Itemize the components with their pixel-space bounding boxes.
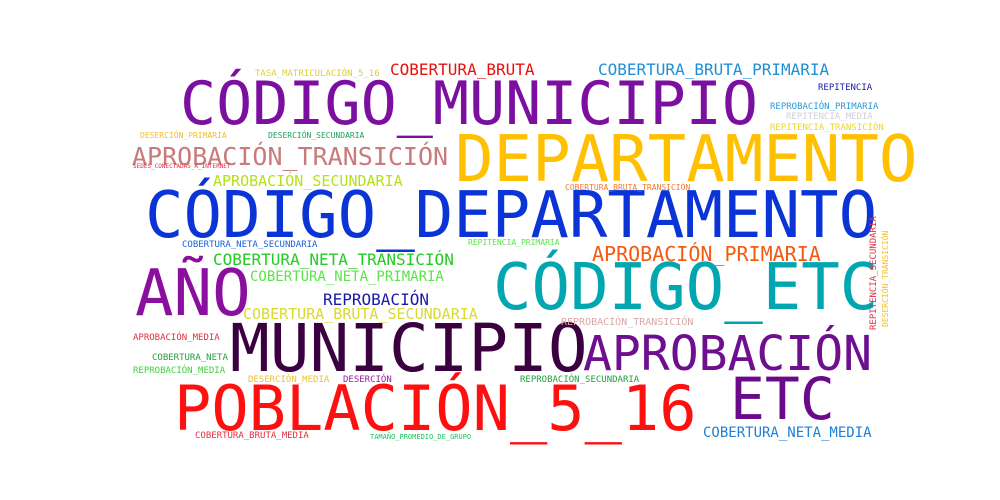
word-cobertura-neta-transicion: COBERTURA_NETA_TRANSICIÓN [213,250,454,269]
word-codigo-municipio: CÓDIGO_MUNICIPIO [180,69,758,139]
word-reprobacion-primaria: REPROBACIÓN_PRIMARIA [770,102,879,112]
word-cobertura-bruta-secundaria: COBERTURA_BRUTA_SECUNDARIA [243,305,478,323]
word-aprobacion-primaria: APROBACIÓN_PRIMARIA [592,242,821,266]
word-cobertura-neta-secundaria: COBERTURA_NETA_SECUNDARIA [182,240,318,250]
word-cobertura-bruta: COBERTURA_BRUTA [390,60,535,79]
word-reprobacion-secundaria: REPROBACIÓN_SECUNDARIA [520,375,640,385]
word-etc: ETC [730,365,835,433]
word-tamano-promedio: TAMAÑO_PROMEDIO_DE_GRUPO [370,433,472,441]
word-reprobacion-transicion: REPROBACIÓN_TRANSICIÓN [561,317,694,328]
word-aprobacion: APROBACIÓN [583,326,872,382]
word-codigo-etc: CÓDIGO_ETC [493,251,879,325]
word-aprobacion-media: APROBACIÓN_MEDIA [133,333,220,343]
word-repitencia: REPITENCIA [818,83,873,93]
word-desercion-media: DESERCIÓN_MEDIA [248,375,330,385]
word-repitencia-primaria: REPITENCIA_PRIMARIA [468,238,560,247]
word-repitencia-secundaria: REPITENCIA_SECUNDARIA [869,216,879,330]
word-tasa-matriculacion: TASA_MATRICULACIÓN_5_16 [255,69,380,79]
word-desercion: DESERCIÓN [343,375,392,385]
word-desercion-primaria: DESERCIÓN_PRIMARIA [140,131,227,140]
word-cobertura-bruta-primaria: COBERTURA_BRUTA_PRIMARIA [598,60,830,79]
word-cobertura-neta-media: COBERTURA_NETA_MEDIA [703,425,872,441]
word-repitencia-media: REPITENCIA_MEDIA [786,112,873,122]
word-repitencia-transicion: REPITENCIA_TRANSICIÓN [770,123,884,133]
word-sedes-conectadas: SEDES_CONECTADAS_A_INTERNET [133,163,231,170]
word-departamento: DEPARTAMENTO [455,123,918,197]
word-cobertura-bruta-transicion: COBERTURA_BRUTA_TRANSICIÓN [565,183,691,192]
word-municipio: MUNICIPIO [230,310,588,387]
word-cobertura-bruta-media: COBERTURA_BRUTA_MEDIA [195,431,309,441]
word-reprobacion: REPROBACIÓN [323,290,429,309]
word-desercion-transicion: DESERCIÓN_TRANSICIÓN [881,230,890,327]
word-poblacion-5-16: POBLACIÓN_5_16 [174,372,697,445]
word-aprobacion-secundaria: APROBACIÓN_SECUNDARIA [213,172,403,190]
word-cobertura-neta: COBERTURA_NETA [152,353,228,363]
word-aprobacion-transicion: APROBACIÓN_TRANSICIÓN [132,142,449,171]
word-desercion-secundaria: DESERCIÓN_SECUNDARIA [268,131,365,140]
word-codigo-departamento: CÓDIGO_DEPARTAMENTO [145,179,878,253]
word-cobertura-neta-primaria: COBERTURA_NETA_PRIMARIA [250,269,444,285]
word-reprobacion-media: REPROBACIÓN_MEDIA [133,366,226,376]
word-ano: AÑO [135,257,251,331]
